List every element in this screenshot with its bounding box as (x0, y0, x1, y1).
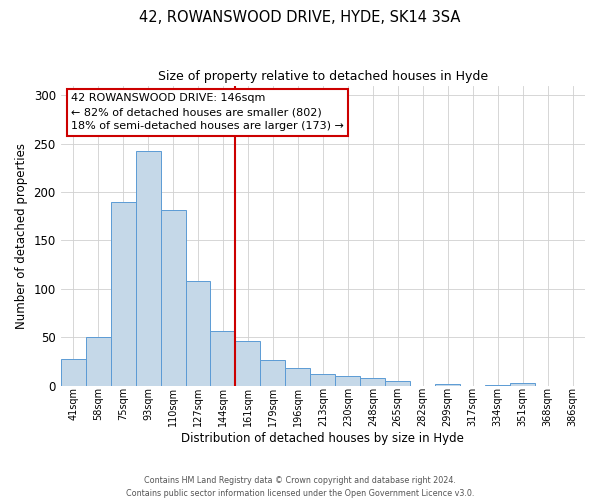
Y-axis label: Number of detached properties: Number of detached properties (15, 142, 28, 328)
Bar (86, 338, 110, 386)
Bar (110, 202, 136, 386)
Bar (485, 384, 510, 386)
Bar (286, 368, 310, 386)
Bar (335, 376, 360, 386)
Bar (360, 378, 385, 386)
Bar (211, 332, 235, 386)
Title: Size of property relative to detached houses in Hyde: Size of property relative to detached ho… (158, 70, 488, 83)
Bar (435, 384, 460, 386)
Bar (510, 383, 535, 386)
Text: 42, ROWANSWOOD DRIVE, HYDE, SK14 3SA: 42, ROWANSWOOD DRIVE, HYDE, SK14 3SA (139, 10, 461, 25)
Bar (61, 358, 86, 386)
Text: Contains HM Land Registry data © Crown copyright and database right 2024.
Contai: Contains HM Land Registry data © Crown c… (126, 476, 474, 498)
Bar (185, 281, 211, 386)
X-axis label: Distribution of detached houses by size in Hyde: Distribution of detached houses by size … (181, 432, 464, 445)
Bar (310, 374, 335, 386)
Bar (235, 341, 260, 386)
Bar (161, 210, 185, 386)
Bar (385, 381, 410, 386)
Bar (136, 152, 161, 386)
Text: 42 ROWANSWOOD DRIVE: 146sqm
← 82% of detached houses are smaller (802)
18% of se: 42 ROWANSWOOD DRIVE: 146sqm ← 82% of det… (71, 93, 344, 131)
Bar (260, 360, 286, 386)
